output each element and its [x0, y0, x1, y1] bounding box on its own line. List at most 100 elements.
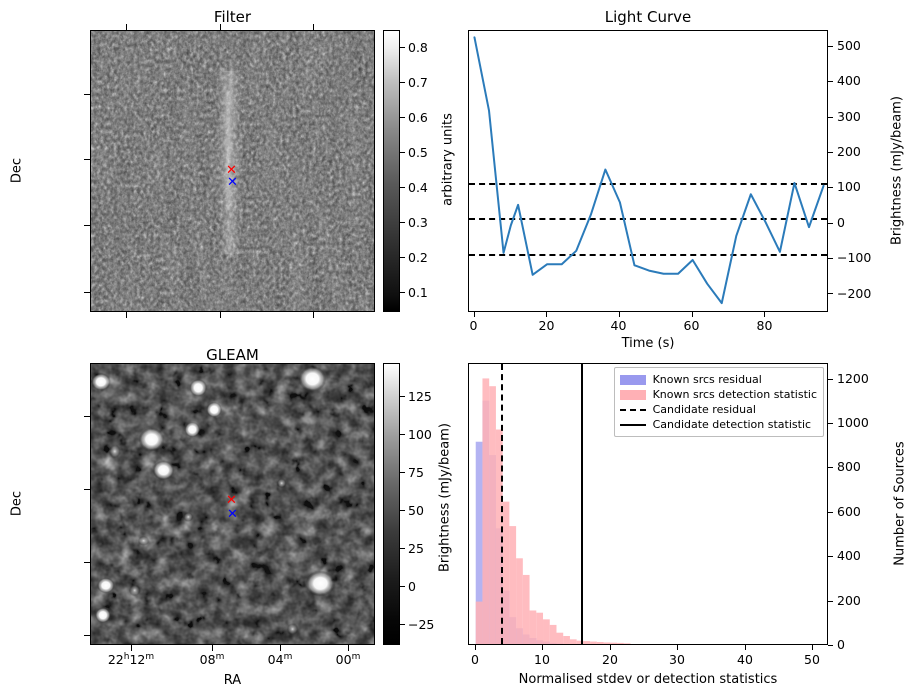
- filter-yaxis-label: Dec: [9, 157, 25, 184]
- hist-xtick-label-3: 30: [669, 652, 685, 667]
- gleam-colorbar-gradient: [384, 364, 399, 644]
- lc-ytick-label-500: 500: [837, 38, 861, 53]
- filter-cbar-tick-0: [400, 47, 405, 48]
- hist-xtick-5: [812, 645, 814, 650]
- lc-ytick-300: [828, 116, 833, 118]
- legend-line-candidate-residual: [619, 408, 646, 411]
- lc-ytick-400: [828, 81, 833, 83]
- hist-ytick-label-200: 200: [837, 593, 861, 608]
- hist-ytick-600: [828, 511, 833, 513]
- filter-cbar-label-0: 0.8: [408, 40, 428, 55]
- gleam-cbar-tick-4: [400, 548, 405, 549]
- gleam-xtick-2: [212, 645, 213, 651]
- light-curve-hline-plus-sigma: [469, 182, 827, 185]
- filter-cbar-label-3: 0.5: [408, 145, 428, 160]
- hist-ytick-label-800: 800: [837, 459, 861, 474]
- filter-cbar-tick-3: [400, 152, 405, 153]
- legend-swatch-known-srcs-detection: [619, 389, 646, 400]
- gleam-xtick-1: [131, 645, 132, 651]
- light-curve-axes: [468, 30, 828, 312]
- gleam-cbar-label-3: 50: [408, 503, 424, 518]
- histogram-vline-candidate-detection: [580, 364, 583, 644]
- legend-row-0: Known srcs residual: [619, 372, 817, 387]
- lc-ytick-100: [828, 187, 833, 189]
- gleam-cbar-label-6: −25: [408, 617, 435, 632]
- hist-ytick-label-0: 0: [837, 637, 845, 652]
- gleam-ytick-2: [84, 489, 90, 490]
- histogram-xaxis-label: Normalised stdev or detection statistics: [518, 672, 778, 687]
- gleam-cbar-label-1: 100: [408, 427, 432, 442]
- gleam-xaxis-label: RA: [223, 673, 242, 688]
- filter-cbar-tick-4: [400, 187, 405, 188]
- light-curve-xaxis-label: Time (s): [621, 336, 675, 351]
- hist-xtick-3: [677, 645, 679, 650]
- legend-row-1: Known srcs detection statistic: [619, 387, 817, 402]
- hist-ytick-200: [828, 600, 833, 602]
- lc-ytick-m100: [828, 258, 833, 259]
- filter-cbar-label-7: 0.1: [408, 285, 428, 300]
- legend-line-candidate-detection: [619, 423, 646, 426]
- gleam-xtick-label-0: 22h12m: [107, 652, 155, 668]
- filter-cbar-tick-5: [400, 222, 405, 223]
- filter-noise-image: [91, 31, 374, 311]
- filter-xtick-top-2: [220, 24, 221, 30]
- filter-xtick-bot-1: [126, 312, 127, 318]
- gleam-cbar-tick-6: [400, 624, 405, 625]
- lc-ytick-label-0: 0: [837, 215, 845, 230]
- gleam-xtick-label-1: 08m: [199, 652, 225, 668]
- filter-ytick-1: [84, 94, 90, 95]
- filter-panel-title: Filter: [213, 8, 252, 26]
- lc-ytick-m200: [828, 293, 833, 295]
- lc-xtick-0: [473, 312, 475, 317]
- lc-xtick-label-2: 40: [610, 318, 627, 333]
- lc-ytick-0: [828, 222, 833, 224]
- histogram-vline-candidate-residual: [500, 364, 503, 644]
- gleam-cbar-tick-5: [400, 586, 405, 587]
- filter-cbar-label-2: 0.6: [408, 110, 428, 125]
- filter-cbar-tick-1: [400, 82, 405, 83]
- legend-label-0: Known srcs residual: [652, 372, 762, 386]
- hist-xtick-2: [609, 645, 611, 650]
- gleam-cbar-tick-1: [400, 434, 405, 435]
- filter-cbar-tick-7: [400, 292, 405, 293]
- legend-label-2: Candidate residual: [652, 402, 756, 416]
- lc-xtick-2: [618, 312, 620, 317]
- gleam-cbar-label-2: 75: [408, 465, 424, 480]
- light-curve-line: [473, 36, 825, 305]
- legend-row-3: Candidate detection statistic: [619, 417, 817, 432]
- gleam-noise-image: [91, 364, 374, 644]
- filter-xtick-bot-3: [313, 312, 314, 318]
- gleam-xtick-4: [348, 645, 349, 651]
- filter-xtick-top-1: [126, 24, 127, 30]
- gleam-colorbar: [383, 363, 400, 645]
- light-curve-hline-minus-sigma: [469, 253, 827, 256]
- hist-ytick-label-1000: 1000: [837, 415, 869, 430]
- lc-ytick-label-m200: −200: [837, 286, 872, 301]
- gleam-cbar-tick-0: [400, 396, 405, 397]
- panel-detection-histogram: Known srcs residual Known srcs detection…: [453, 350, 907, 699]
- gleam-image-axes: [90, 363, 375, 645]
- hist-xtick-0: [474, 645, 476, 650]
- light-curve-title: Light Curve: [604, 8, 692, 26]
- hist-ytick-label-400: 400: [837, 548, 861, 563]
- legend-swatch-known-srcs-residual: [619, 374, 646, 385]
- light-curve-hline-mean: [469, 218, 827, 221]
- lc-xtick-4: [764, 312, 766, 317]
- gleam-catalogue-marker-blue: ✕: [227, 507, 238, 522]
- filter-xtick-bot-2: [220, 312, 221, 318]
- lc-xtick-label-4: 80: [756, 318, 773, 333]
- filter-cbar-label-5: 0.3: [408, 215, 428, 230]
- legend-label-1: Known srcs detection statistic: [652, 387, 817, 401]
- gleam-cbar-tick-2: [400, 472, 405, 473]
- histogram-axes: Known srcs residual Known srcs detection…: [468, 363, 828, 645]
- lc-xtick-1: [546, 312, 548, 317]
- gleam-candidate-marker-red: ✕: [226, 493, 237, 508]
- hist-ytick-800: [828, 467, 833, 469]
- hist-xtick-label-4: 40: [737, 652, 753, 667]
- gleam-ytick-1: [84, 416, 90, 417]
- gleam-yaxis-label: Dec: [9, 490, 25, 517]
- hist-ytick-1000: [828, 422, 833, 424]
- filter-cbar-label-1: 0.7: [408, 75, 428, 90]
- light-curve-yaxis-label: Brightness (mJy/beam): [889, 96, 905, 245]
